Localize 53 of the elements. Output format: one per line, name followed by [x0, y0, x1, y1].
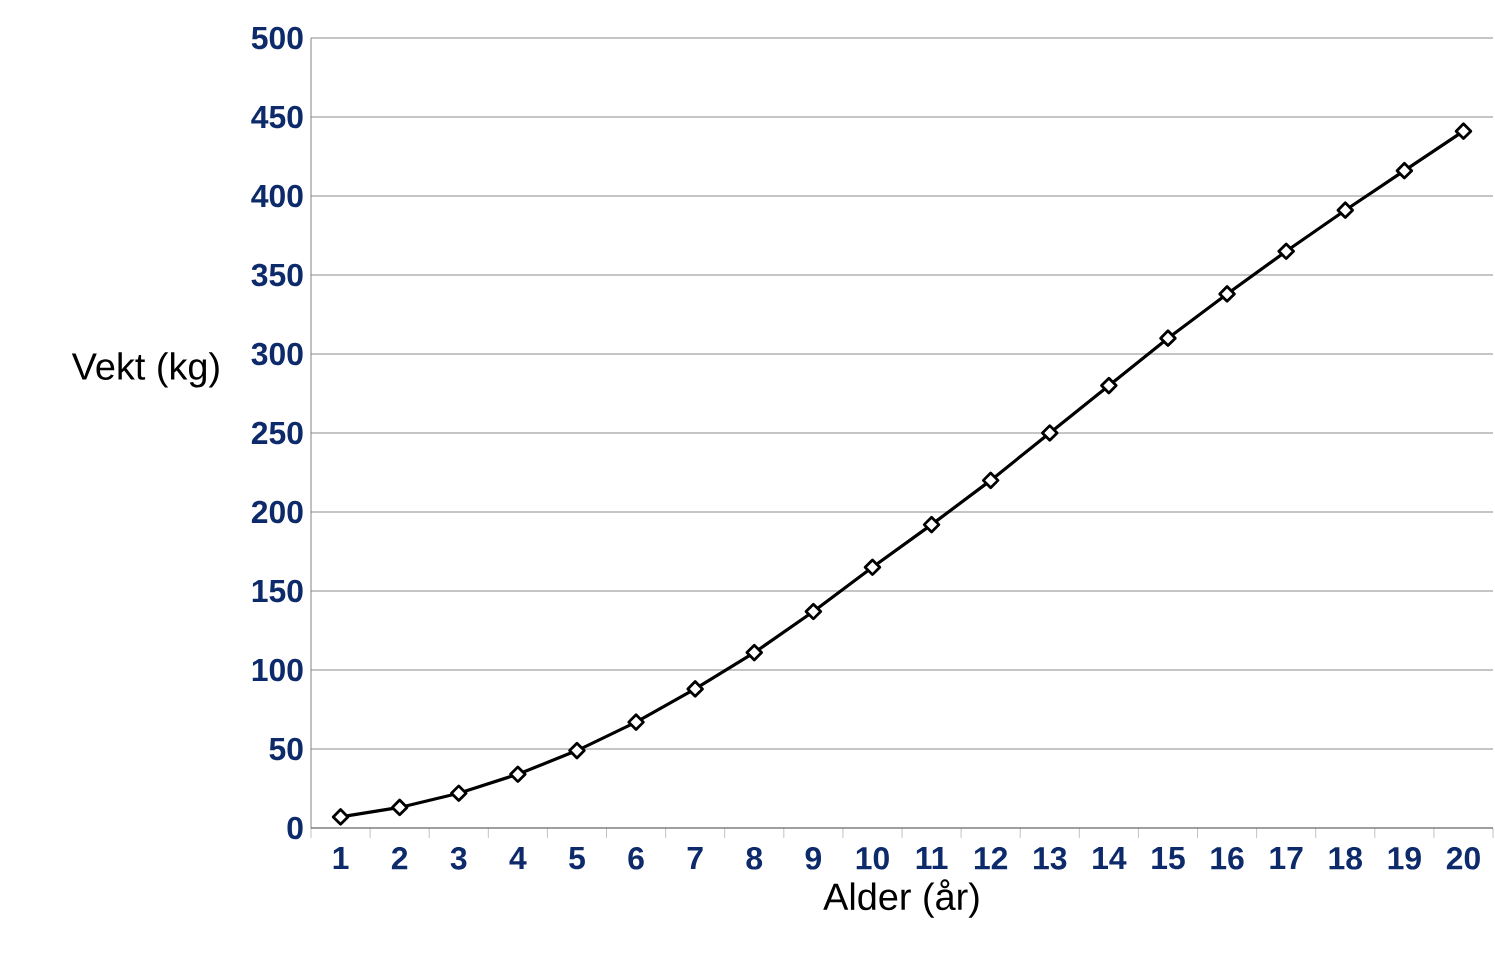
- y-tick-label: 200: [251, 500, 303, 524]
- y-tick-label: 350: [251, 263, 303, 287]
- point: [1100, 376, 1118, 395]
- point: [1336, 201, 1355, 219]
- point: [863, 558, 882, 577]
- x-tick-label: 8: [746, 847, 763, 870]
- x-tick-label: 13: [1034, 847, 1067, 870]
- point: [331, 808, 350, 826]
- y-tick-label: 100: [252, 658, 303, 682]
- point: [804, 602, 823, 621]
- point: [627, 713, 645, 731]
- point: [745, 643, 764, 662]
- point: [509, 765, 527, 784]
- point: [450, 784, 468, 802]
- x-tick-label: 14: [1093, 847, 1127, 869]
- y-tick-label: 150: [252, 579, 303, 603]
- x-axis-title: Alder (år): [823, 879, 979, 918]
- point: [981, 471, 1000, 490]
- x-tick-label: 2: [391, 847, 408, 870]
- point: [1159, 329, 1177, 347]
- point: [1218, 285, 1236, 303]
- point: [1454, 122, 1473, 140]
- x-tick-label: 9: [805, 847, 822, 870]
- x-tick-label: 7: [687, 847, 703, 869]
- point: [390, 798, 409, 817]
- x-tick-label: 18: [1329, 847, 1363, 870]
- x-tick-label: 5: [569, 847, 585, 870]
- point: [686, 680, 704, 698]
- y-axis-title: Vekt (kg): [71, 352, 219, 388]
- x-tick-label: 4: [509, 847, 527, 869]
- x-tick-label: 19: [1388, 847, 1421, 870]
- x-tick-label: 11: [916, 847, 948, 869]
- point: [1277, 242, 1295, 261]
- y-tick-label: 450: [251, 105, 303, 129]
- x-tick-label: 20: [1446, 847, 1480, 870]
- point: [1395, 161, 1414, 180]
- point: [1041, 424, 1059, 442]
- x-tick-label: 16: [1211, 847, 1244, 870]
- y-tick-label: 250: [251, 421, 303, 445]
- x-tick-label: 15: [1152, 847, 1185, 870]
- x-tick-label: 17: [1270, 847, 1303, 869]
- point: [568, 741, 586, 760]
- y-tick-label: 50: [269, 737, 303, 761]
- y-tick-label: 300: [251, 342, 303, 366]
- x-tick-label: 12: [974, 847, 1008, 870]
- point: [922, 515, 941, 534]
- x-tick-label: 10: [856, 847, 889, 870]
- x-tick-label: 1: [333, 847, 349, 869]
- x-tick-label: 6: [628, 847, 644, 870]
- y-tick-label: 500: [251, 26, 303, 50]
- y-tick-label: 400: [251, 184, 303, 208]
- y-tick-label: 0: [287, 816, 303, 840]
- x-tick-label: 3: [450, 847, 467, 870]
